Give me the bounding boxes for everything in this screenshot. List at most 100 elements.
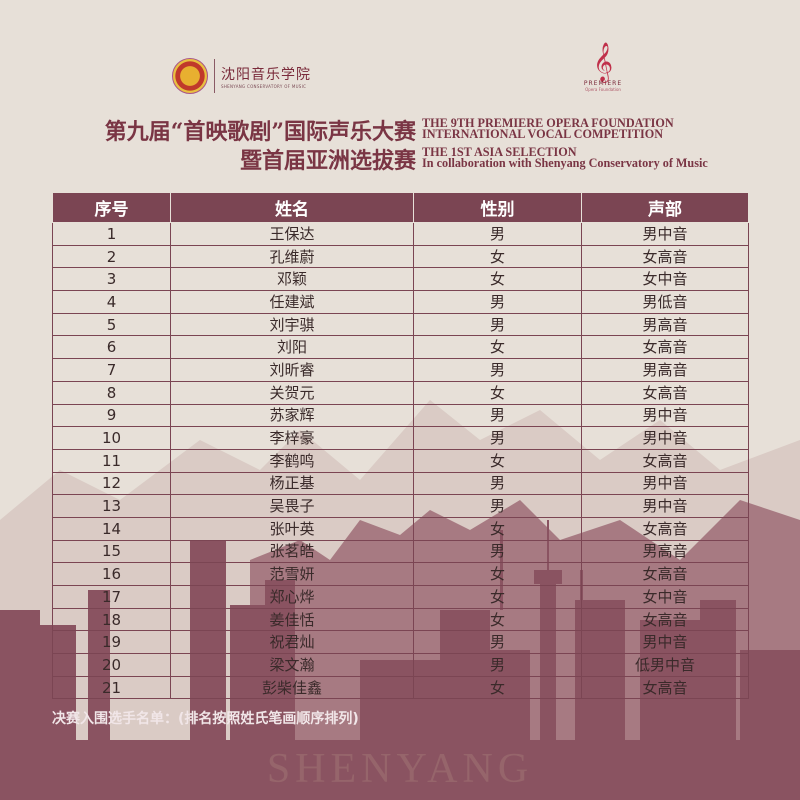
cell-voice: 女高音 [581, 675, 749, 700]
cell-name: 祝君灿 [170, 630, 414, 655]
cell-gender: 女 [413, 335, 582, 360]
table-row: 3 邓颖女女中音 [52, 267, 749, 292]
col-header-voice: 声部 [581, 192, 749, 223]
title-en-line2: INTERNATIONAL VOCAL COMPETITION [422, 127, 664, 141]
city-name: SHENYANG [266, 746, 534, 792]
school-name-cn: 沈阳音乐学院 [221, 66, 311, 83]
cell-gender: 男 [413, 290, 582, 314]
cell-number: 18 [52, 607, 171, 632]
title-en-block1: THE 9TH PREMIERE OPERA FOUNDATION INTERN… [422, 116, 674, 141]
cell-gender: 男 [413, 471, 582, 496]
logo-divider [214, 59, 215, 93]
table-row: 8 关贺元女女高音 [52, 380, 749, 405]
cell-number: 5 [52, 312, 171, 337]
cell-voice: 男中音 [581, 426, 749, 450]
table-row: 7 刘昕睿男男高音 [52, 358, 749, 382]
cell-name: 刘昕睿 [170, 358, 414, 382]
cell-name: 邓颖 [170, 267, 414, 292]
cell-number: 21 [52, 675, 171, 700]
table-row: 20 梁文瀚男低男中音 [52, 653, 749, 677]
cell-voice: 女高音 [581, 562, 749, 586]
cell-gender: 男 [413, 653, 582, 677]
cell-voice: 男中音 [581, 494, 749, 518]
table-row: 10 李梓豪男男中音 [52, 426, 749, 450]
footer-note: 决赛入围选手名单：(排名按照姓氏笔画顺序排列) [52, 711, 359, 727]
table-header: 序号 姓名 性别 声部 [52, 192, 749, 223]
finalists-table: 序号 姓名 性别 声部 1 王保达男男中音 2 孔维蔚女女高音 3 邓颖女女中音 4 任建斌男… [52, 192, 749, 700]
foundation-name: PREMIERE [583, 80, 623, 87]
school-seal-icon [172, 58, 208, 94]
cell-number: 10 [52, 426, 171, 450]
cell-name: 任建斌 [170, 290, 414, 314]
cell-name: 吴畏子 [170, 494, 414, 518]
cell-name: 彭柴佳鑫 [170, 675, 414, 700]
title-cn-line2: 暨首届亚洲选拔赛 [239, 148, 416, 174]
cell-number: 6 [52, 335, 171, 360]
school-name-en: SHENYANG CONSERVATORY OF MUSIC [221, 83, 307, 89]
cell-name: 张叶英 [170, 516, 414, 541]
table-row: 6 刘阳女女高音 [52, 335, 749, 360]
cell-number: 19 [52, 630, 171, 655]
table-row: 1 王保达男男中音 [52, 222, 749, 246]
cell-number: 7 [52, 358, 171, 382]
cell-gender: 女 [413, 267, 582, 292]
table-row: 14 张叶英女女高音 [52, 516, 749, 541]
col-header-gender: 性别 [413, 192, 582, 223]
cell-voice: 女中音 [581, 585, 749, 609]
cell-gender: 女 [413, 380, 582, 405]
title-cn-line1: 第九届“首映歌剧”国际声乐大赛 [104, 119, 416, 145]
treble-clef-icon: 𝄞 [592, 42, 614, 82]
cell-gender: 男 [413, 426, 582, 450]
table-row: 18 姜佳恬女女高音 [52, 607, 749, 632]
cell-voice: 男高音 [581, 358, 749, 382]
cell-number: 15 [52, 539, 171, 564]
cell-number: 11 [52, 448, 171, 473]
cell-voice: 男中音 [581, 403, 749, 428]
table-row: 17 郑心烨女女中音 [52, 585, 749, 609]
school-logo: 沈阳音乐学院 SHENYANG CONSERVATORY OF MUSIC [172, 58, 311, 94]
cell-number: 9 [52, 403, 171, 428]
cell-number: 2 [52, 244, 171, 269]
cell-voice: 女高音 [581, 516, 749, 541]
title-en-line4: In collaboration with Shenyang Conservat… [422, 156, 708, 170]
cell-voice: 男高音 [581, 539, 749, 564]
title-en-line1: THE 9TH PREMIERE OPERA FOUNDATION [422, 116, 674, 130]
cell-number: 1 [52, 222, 171, 246]
cell-name: 范雪妍 [170, 562, 414, 586]
cell-gender: 女 [413, 675, 582, 700]
cell-name: 姜佳恬 [170, 607, 414, 632]
cell-gender: 女 [413, 516, 582, 541]
cell-gender: 男 [413, 630, 582, 655]
cell-gender: 男 [413, 358, 582, 382]
foundation-logo: 𝄞 PREMIERE Opera Foundation [578, 44, 628, 92]
cell-gender: 男 [413, 494, 582, 518]
cell-voice: 女高音 [581, 448, 749, 473]
title-en-block2: THE 1ST ASIA SELECTION In collaboration … [422, 146, 708, 170]
cell-number: 14 [52, 516, 171, 541]
cell-name: 李鹤鸣 [170, 448, 414, 473]
cell-name: 苏家辉 [170, 403, 414, 428]
table-row: 9 苏家辉男男中音 [52, 403, 749, 428]
cell-gender: 男 [413, 222, 582, 246]
cell-voice: 男中音 [581, 630, 749, 655]
cell-name: 郑心烨 [170, 585, 414, 609]
cell-number: 3 [52, 267, 171, 292]
cell-number: 4 [52, 290, 171, 314]
cell-gender: 女 [413, 562, 582, 586]
table-row: 16 范雪妍女女高音 [52, 562, 749, 586]
cell-gender: 女 [413, 607, 582, 632]
table-row: 15 张茗皓男男高音 [52, 539, 749, 564]
cell-voice: 男中音 [581, 471, 749, 496]
cell-name: 孔维蔚 [170, 244, 414, 269]
foundation-subname: Opera Foundation [585, 87, 621, 92]
table-row: 2 孔维蔚女女高音 [52, 244, 749, 269]
cell-voice: 男高音 [581, 312, 749, 337]
cell-name: 刘阳 [170, 335, 414, 360]
cell-name: 刘宇骐 [170, 312, 414, 337]
cell-gender: 男 [413, 403, 582, 428]
cell-number: 12 [52, 471, 171, 496]
cell-number: 17 [52, 585, 171, 609]
cell-name: 张茗皓 [170, 539, 414, 564]
cell-name: 梁文瀚 [170, 653, 414, 677]
cell-name: 关贺元 [170, 380, 414, 405]
